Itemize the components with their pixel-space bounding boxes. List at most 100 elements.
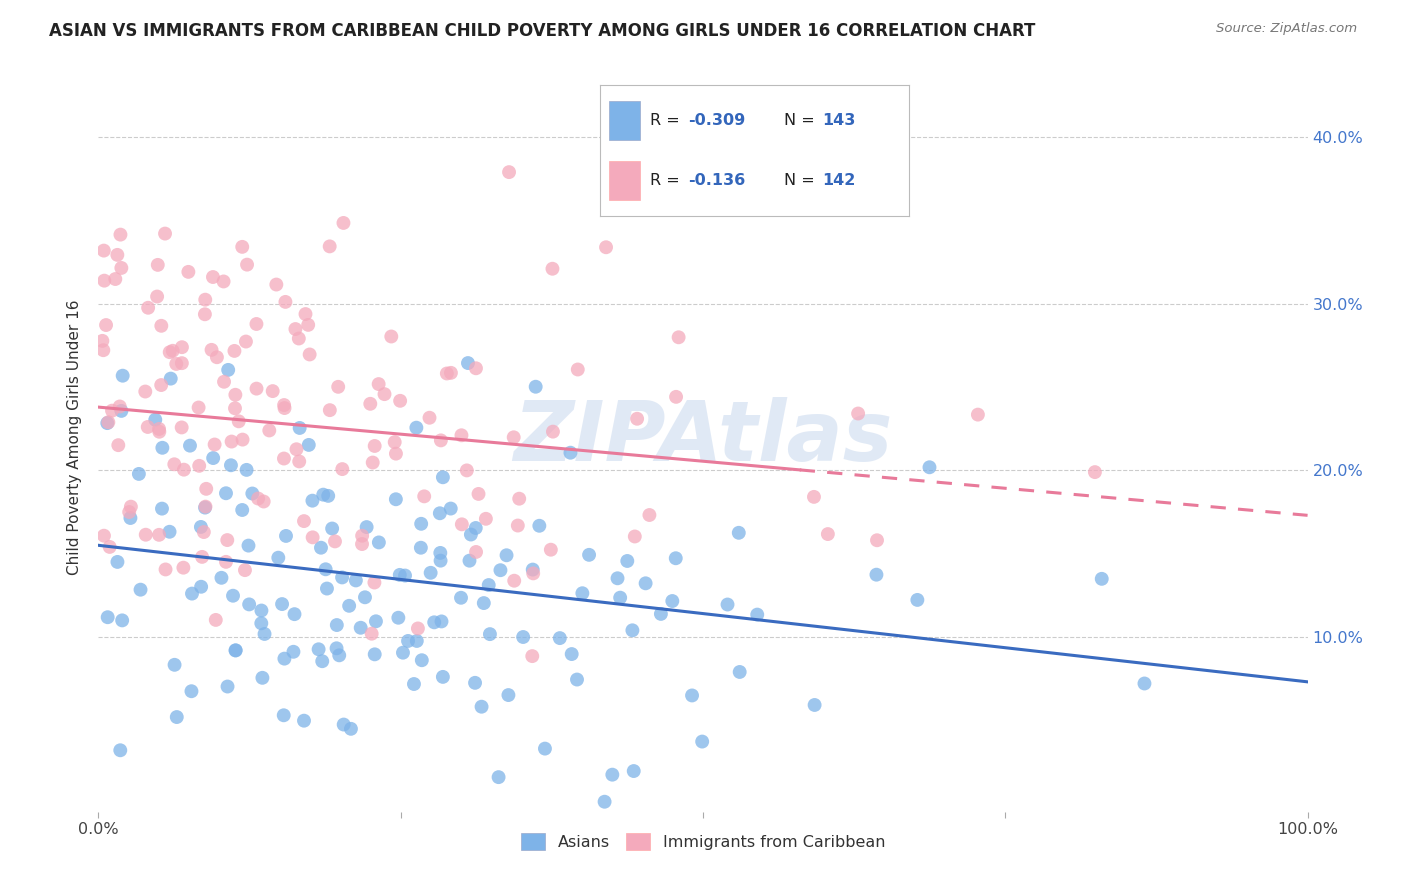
Point [665, 551, 688, 566]
Point [97, 415, 120, 429]
Point [423, 615, 446, 630]
Point [110, 260, 132, 275]
Point [273, 708, 295, 723]
Point [311, 654, 333, 668]
Point [432, 670, 454, 684]
Point [498, 688, 520, 702]
Point [456, 463, 478, 477]
Point [150, 318, 173, 333]
Point [108, 400, 131, 414]
Point [190, 580, 212, 594]
Point [364, 615, 387, 629]
Point [236, 258, 259, 272]
Point [846, 407, 869, 421]
Point [727, 525, 749, 540]
Point [273, 401, 295, 415]
Point [217, 363, 239, 377]
Point [288, 454, 311, 468]
Point [98, 540, 121, 554]
Point [866, 533, 889, 548]
Point [364, 648, 387, 662]
Point [250, 616, 273, 631]
Point [328, 648, 350, 663]
Point [212, 275, 235, 289]
Point [238, 598, 260, 612]
Point [159, 371, 181, 385]
Point [274, 529, 297, 543]
Point [488, 770, 510, 784]
Point [91, 334, 114, 348]
Point [344, 574, 367, 588]
Point [621, 624, 644, 638]
Point [402, 677, 425, 691]
Point [118, 505, 141, 519]
Point [181, 586, 204, 600]
Point [288, 421, 311, 435]
Point [163, 458, 186, 472]
Point [166, 710, 188, 724]
Point [245, 382, 267, 396]
Point [233, 563, 256, 577]
Point [120, 511, 142, 525]
Point [478, 627, 501, 641]
Point [363, 575, 385, 590]
Point [340, 722, 363, 736]
Point [294, 307, 316, 321]
Point [512, 630, 534, 644]
Point [163, 657, 186, 672]
Point [188, 458, 211, 473]
Point [284, 322, 307, 336]
Point [419, 566, 441, 580]
Point [110, 743, 132, 757]
Point [560, 446, 582, 460]
Point [179, 439, 201, 453]
Point [361, 456, 384, 470]
Point [387, 611, 409, 625]
Point [308, 642, 330, 657]
Point [111, 368, 134, 383]
Point [292, 514, 315, 528]
Point [94, 318, 117, 332]
Point [668, 330, 690, 344]
Point [325, 641, 347, 656]
Point [1133, 676, 1156, 690]
Point [681, 689, 703, 703]
Point [803, 698, 825, 712]
Point [332, 216, 354, 230]
Point [187, 401, 209, 415]
Point [93, 529, 115, 543]
Point [136, 420, 159, 434]
Point [471, 699, 494, 714]
Point [561, 647, 583, 661]
Point [204, 437, 226, 451]
Point [541, 425, 564, 439]
Point [110, 404, 132, 418]
Point [159, 524, 181, 539]
Point [478, 578, 501, 592]
Point [475, 512, 498, 526]
Point [129, 582, 152, 597]
Point [224, 401, 246, 416]
Point [529, 518, 551, 533]
Point [1091, 572, 1114, 586]
Point [191, 549, 214, 564]
Point [328, 380, 350, 394]
Point [359, 397, 381, 411]
Point [211, 571, 233, 585]
Point [135, 527, 157, 541]
Point [262, 384, 284, 398]
Point [253, 627, 276, 641]
Point [190, 520, 212, 534]
Point [245, 317, 267, 331]
Point [432, 470, 454, 484]
Point [162, 343, 184, 358]
Point [298, 347, 321, 361]
Point [418, 410, 440, 425]
Point [578, 548, 600, 562]
Point [194, 307, 217, 321]
Point [352, 529, 374, 543]
Point [380, 329, 402, 343]
Point [464, 676, 486, 690]
Point [204, 613, 226, 627]
Point [360, 626, 382, 640]
